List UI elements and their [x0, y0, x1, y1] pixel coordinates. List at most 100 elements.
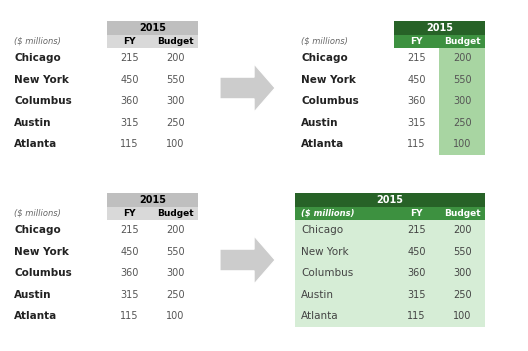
Bar — [394, 133, 439, 155]
Bar — [439, 34, 485, 47]
Bar — [8, 91, 107, 112]
Bar — [394, 69, 439, 91]
Bar — [439, 112, 485, 133]
Text: 2015: 2015 — [139, 195, 166, 205]
Text: Austin: Austin — [14, 118, 52, 128]
Bar — [295, 263, 394, 284]
Bar — [8, 112, 107, 133]
Text: 550: 550 — [166, 247, 184, 257]
Bar — [439, 69, 485, 91]
Text: Chicago: Chicago — [14, 225, 61, 235]
Bar — [8, 34, 107, 47]
Bar — [394, 21, 485, 34]
Bar — [107, 69, 153, 91]
Text: 315: 315 — [407, 290, 426, 300]
Bar — [8, 133, 107, 155]
Bar — [295, 206, 394, 219]
Text: FY: FY — [124, 208, 136, 218]
Bar — [153, 133, 198, 155]
Text: Budget: Budget — [157, 37, 194, 46]
Bar — [394, 112, 439, 133]
Text: ($ millions): ($ millions) — [301, 37, 348, 46]
Bar — [394, 206, 439, 219]
Bar — [153, 305, 198, 327]
Bar — [439, 47, 485, 69]
Text: FY: FY — [410, 37, 423, 46]
Text: 250: 250 — [453, 290, 472, 300]
Bar — [8, 305, 107, 327]
Text: 300: 300 — [453, 268, 472, 278]
Bar — [295, 305, 394, 327]
Bar — [394, 263, 439, 284]
Text: FY: FY — [410, 208, 423, 218]
Bar — [394, 219, 439, 241]
Bar — [153, 263, 198, 284]
Text: 360: 360 — [408, 96, 426, 106]
Text: 450: 450 — [120, 247, 139, 257]
Text: 315: 315 — [120, 118, 139, 128]
Bar — [439, 91, 485, 112]
Text: 115: 115 — [120, 311, 139, 321]
Text: 115: 115 — [407, 311, 426, 321]
Bar — [107, 263, 153, 284]
Text: 2015: 2015 — [376, 195, 403, 205]
Text: 100: 100 — [166, 139, 184, 149]
Text: 115: 115 — [120, 139, 139, 149]
Text: New York: New York — [14, 75, 69, 85]
Bar — [107, 34, 153, 47]
Text: Chicago: Chicago — [14, 53, 61, 63]
Bar — [295, 47, 394, 69]
Bar — [107, 21, 198, 34]
Text: 215: 215 — [120, 225, 139, 235]
Text: 215: 215 — [120, 53, 139, 63]
Polygon shape — [220, 64, 275, 112]
Bar — [153, 69, 198, 91]
Bar — [8, 241, 107, 263]
Bar — [107, 206, 153, 219]
Text: Budget: Budget — [444, 208, 480, 218]
Polygon shape — [220, 236, 275, 284]
Bar — [8, 69, 107, 91]
Bar — [439, 263, 485, 284]
Text: Atlanta: Atlanta — [301, 311, 338, 321]
Text: 250: 250 — [166, 290, 184, 300]
Bar — [8, 206, 107, 219]
Bar — [8, 219, 107, 241]
Bar — [107, 91, 153, 112]
Text: 200: 200 — [453, 225, 472, 235]
Bar — [107, 193, 198, 206]
Bar — [394, 47, 439, 69]
Text: ($ millions): ($ millions) — [301, 208, 354, 218]
Bar — [153, 206, 198, 219]
Text: 300: 300 — [453, 96, 472, 106]
Bar — [295, 219, 394, 241]
Text: 250: 250 — [166, 118, 184, 128]
Text: 215: 215 — [407, 225, 426, 235]
Text: 200: 200 — [166, 53, 184, 63]
Text: Austin: Austin — [301, 118, 338, 128]
Bar — [439, 305, 485, 327]
Text: Atlanta: Atlanta — [14, 139, 57, 149]
Bar — [439, 241, 485, 263]
Bar — [153, 34, 198, 47]
Bar — [107, 305, 153, 327]
Bar — [153, 219, 198, 241]
Text: New York: New York — [14, 247, 69, 257]
Bar — [107, 133, 153, 155]
Text: 2015: 2015 — [426, 23, 453, 33]
Bar — [295, 193, 485, 206]
Text: ($ millions): ($ millions) — [14, 208, 61, 218]
Bar — [295, 133, 394, 155]
Bar — [295, 91, 394, 112]
Text: Columbus: Columbus — [14, 268, 72, 278]
Bar — [8, 263, 107, 284]
Bar — [394, 34, 439, 47]
Text: 360: 360 — [408, 268, 426, 278]
Bar — [107, 241, 153, 263]
Bar — [153, 241, 198, 263]
Text: Atlanta: Atlanta — [14, 311, 57, 321]
Text: Chicago: Chicago — [301, 53, 348, 63]
Bar — [295, 284, 394, 305]
Text: Austin: Austin — [301, 290, 334, 300]
Text: Columbus: Columbus — [301, 268, 353, 278]
